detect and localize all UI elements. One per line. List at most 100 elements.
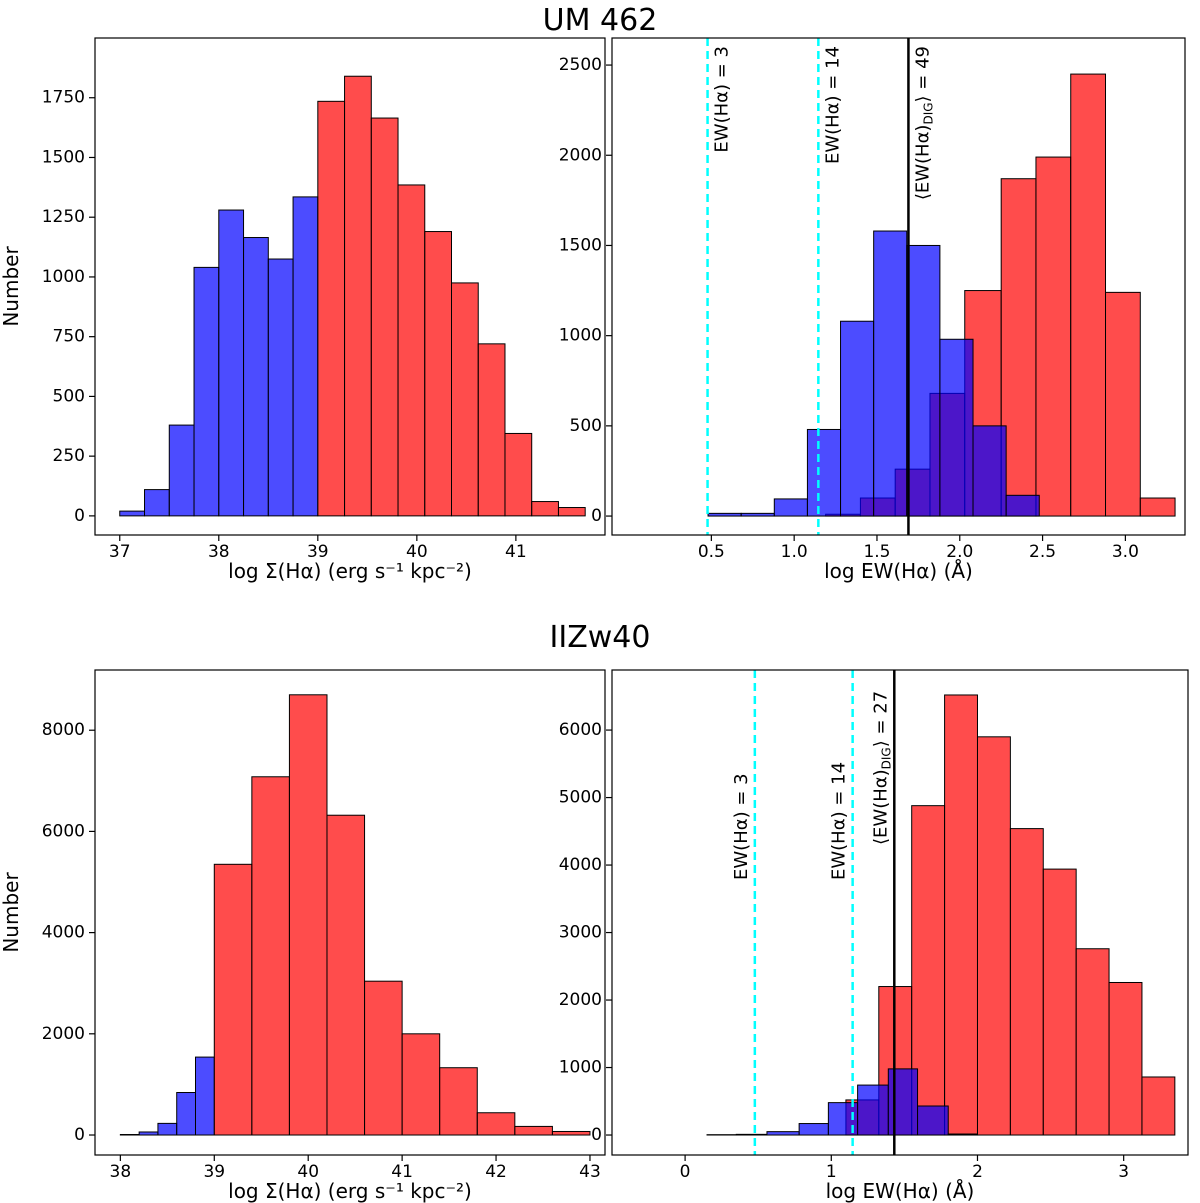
y-tick-label: 500	[53, 386, 85, 406]
bar	[917, 1105, 949, 1136]
x-tick-label: 37	[109, 542, 131, 562]
reference-label: EW(Hα) = 3	[712, 46, 733, 153]
y-axis-label: Number	[0, 872, 23, 953]
bar	[251, 776, 290, 1136]
bar	[292, 196, 319, 517]
x-tick-label: 40	[406, 542, 428, 562]
bar	[476, 1112, 516, 1136]
axes-frame	[94, 669, 606, 1156]
label-part: EW(Hα) = 14	[822, 46, 843, 164]
plot-area	[706, 670, 1176, 1155]
y-tick-label: 1250	[42, 207, 85, 227]
plot-area	[119, 75, 586, 517]
bar	[144, 489, 170, 517]
bar	[514, 1125, 553, 1136]
x-tick-label: 1	[826, 1162, 837, 1182]
panel: 38 39 40 41 42 43 0 2000 4000 6000 8000 log Σ(Hα) (…	[0, 669, 606, 1203]
figure-title: IIZw40	[550, 620, 651, 655]
bar	[976, 736, 1011, 1136]
bar	[364, 980, 403, 1136]
reference-label: ⟨EW(Hα)DIG⟩ = 27	[870, 691, 893, 845]
label-part: EW(Hα) = 3	[731, 773, 752, 880]
bar	[288, 694, 328, 1136]
y-tick-label: 2000	[42, 1024, 85, 1044]
bar	[157, 1122, 178, 1136]
bar	[119, 510, 146, 517]
x-tick-label: 2.0	[946, 542, 973, 562]
y-tick-label: 250	[53, 446, 85, 466]
panel: 37 38 39 40 41 0 250 500 750 1000 1250 1500 1750 log …	[0, 37, 606, 583]
bar	[887, 1068, 919, 1136]
bar	[1042, 868, 1077, 1136]
bar	[906, 244, 941, 517]
y-tick-label: 1500	[42, 147, 85, 167]
y-tick-label: 500	[570, 416, 602, 436]
bar	[477, 343, 506, 517]
bar	[451, 282, 479, 517]
axes-frame	[611, 37, 1186, 536]
bar	[317, 100, 346, 517]
label-part: ⟨EW(Hα)	[870, 769, 891, 845]
label-subscript: DIG	[879, 747, 893, 769]
panel: EW(Hα) = 3 EW(Hα) = 14 ⟨EW(Hα)DIG⟩ = 27 0 1 2…	[559, 669, 1189, 1203]
bar	[138, 1131, 159, 1136]
bar	[119, 1134, 140, 1136]
y-tick-label: 0	[74, 1125, 85, 1145]
panel: EW(Hα) = 3 EW(Hα) = 14 ⟨EW(Hα)DIG⟩ = 49 0.5…	[559, 37, 1186, 583]
bar	[1139, 497, 1176, 517]
y-tick-label: 6000	[42, 821, 85, 841]
y-tick-label: 750	[53, 327, 85, 347]
y-tick-label: 0	[591, 506, 602, 526]
plot-area	[706, 38, 1176, 535]
bar	[504, 432, 533, 517]
bar	[944, 694, 978, 1136]
bar	[168, 424, 195, 517]
bar	[857, 1084, 889, 1136]
bar	[972, 425, 1007, 517]
x-tick-label: 3.0	[1112, 542, 1139, 562]
x-axis-label: log EW(Hα) (Å)	[826, 1179, 975, 1203]
y-tick-label: 1000	[42, 267, 85, 287]
bar	[735, 1133, 768, 1136]
bar	[397, 184, 426, 517]
bar	[193, 266, 220, 517]
bar	[947, 1133, 978, 1136]
bar	[806, 428, 842, 517]
x-tick-label: 38	[110, 1162, 132, 1182]
y-tick-label: 1000	[559, 1058, 602, 1078]
x-tick-label: 43	[579, 1162, 601, 1182]
bar	[176, 1092, 196, 1136]
axes-frame	[611, 669, 1189, 1156]
y-tick-label: 2000	[559, 990, 602, 1010]
bar	[873, 230, 908, 517]
bar	[531, 501, 559, 517]
y-tick-label: 4000	[559, 855, 602, 875]
y-tick-label: 1000	[559, 326, 602, 346]
bar	[267, 258, 294, 517]
x-tick-label: 0.5	[698, 542, 725, 562]
bar	[213, 863, 253, 1136]
bar	[551, 1130, 591, 1136]
x-tick-label: 3	[1118, 1162, 1129, 1182]
y-tick-label: 1500	[559, 235, 602, 255]
bar	[194, 1056, 215, 1136]
bar	[707, 512, 742, 517]
x-tick-label: 2	[972, 1162, 983, 1182]
y-tick-label: 2000	[559, 145, 602, 165]
reference-label: EW(Hα) = 14	[829, 762, 850, 880]
y-tick-label: 3000	[559, 923, 602, 943]
y-tick-label: 8000	[42, 720, 85, 740]
x-axis-label: log Σ(Hα) (erg s⁻¹ kpc⁻²)	[228, 559, 472, 583]
x-tick-label: 41	[505, 542, 527, 562]
bar	[218, 209, 245, 517]
bar	[1075, 948, 1110, 1136]
label-part: EW(Hα) = 3	[712, 46, 733, 153]
y-axis-label: Number	[0, 246, 23, 327]
y-tick-label: 0	[74, 506, 85, 526]
reference-label: EW(Hα) = 3	[731, 773, 752, 880]
bar	[766, 1131, 800, 1136]
label-subscript: DIG	[921, 102, 935, 124]
bar	[939, 338, 974, 517]
label-part: EW(Hα) = 14	[829, 762, 850, 880]
